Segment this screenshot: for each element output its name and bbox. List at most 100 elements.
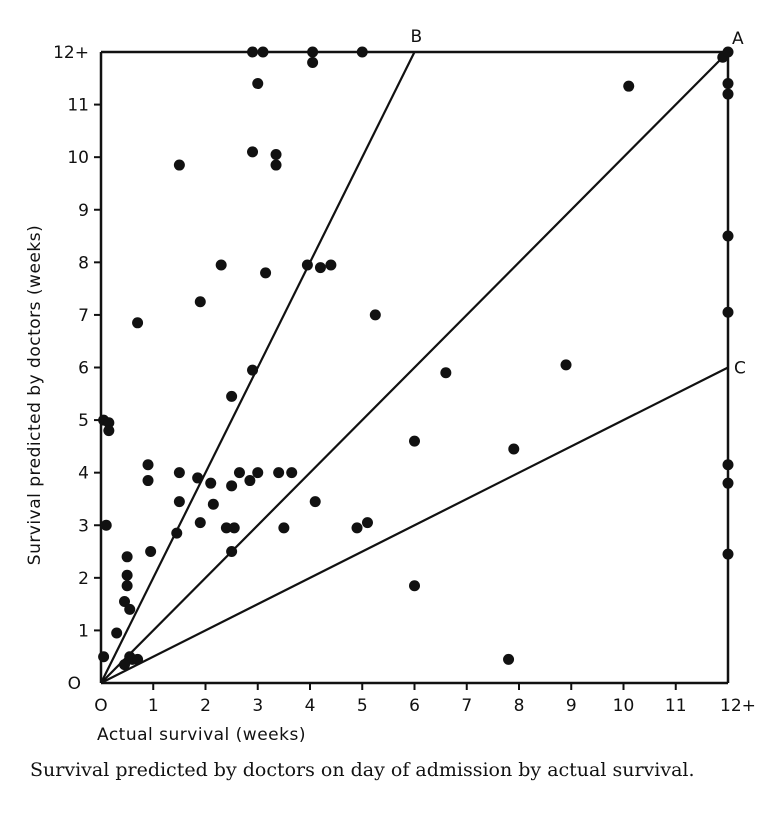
data-point [257,46,269,58]
data-point [722,230,734,242]
data-point [192,472,204,484]
y-tick-label: 1 [78,621,89,641]
data-points [98,46,734,671]
data-point [228,522,240,534]
data-point [409,580,420,592]
data-point [145,546,157,558]
data-point [98,651,110,663]
data-point [369,309,381,321]
data-point [132,653,144,665]
data-point [220,522,232,534]
data-point [121,569,133,581]
data-point [314,262,326,274]
y-tick-label: 4 [78,464,89,484]
data-point [508,443,520,455]
x-axis-title: Actual survival (weeks) [97,725,306,745]
data-point [409,435,420,447]
data-point [722,477,734,489]
reference-line-c [100,366,729,684]
data-point [307,57,319,69]
data-point [722,46,734,58]
data-point [103,417,115,429]
data-point [121,580,133,592]
data-point [247,364,259,376]
x-tick-label: 1 [148,696,159,716]
y-tick-label: 8 [78,253,89,273]
data-point [273,467,285,479]
data-point [124,603,136,615]
data-point [226,390,238,402]
data-point [301,259,313,271]
data-point [286,467,298,479]
data-point [173,159,185,171]
y-tick-label: 7 [78,306,89,326]
data-point [325,259,337,271]
data-point [722,548,734,560]
data-point [226,480,238,492]
data-point [244,475,256,487]
line-label-b: B [411,27,423,47]
data-point [119,659,131,671]
data-point [247,46,259,58]
line-labels: A B C [411,27,746,379]
x-tick-label: 5 [357,696,368,716]
data-point [142,459,154,471]
data-point [132,317,144,329]
data-point [260,267,272,279]
reference-line-b [100,51,416,684]
y-tick-label: 2 [78,569,89,589]
data-point [173,496,185,508]
data-point [173,467,185,479]
y-tick-label: 12+ [53,43,89,63]
data-point [103,425,115,437]
data-point [356,46,368,58]
data-point [278,522,290,534]
data-point [307,46,319,58]
data-point [142,475,154,487]
y-tick-label: 3 [78,516,89,536]
data-point [205,477,217,489]
figure-caption: Survival predicted by doctors on day of … [30,759,695,781]
data-point [233,467,245,479]
data-point [440,367,452,379]
y-tick-label: 9 [78,201,89,221]
x-axis-ticks: O 1 2 3 4 5 6 7 8 9 10 11 12+ [94,683,756,716]
reference-lines [100,51,729,684]
x-tick-label: 4 [305,696,316,716]
x-tick-label: 10 [613,696,635,716]
data-point [722,88,734,100]
y-tick-label: 6 [78,359,89,379]
x-tick-label: 11 [665,696,687,716]
data-point [119,595,131,607]
data-point [722,306,734,318]
data-point [171,527,183,539]
data-point [503,653,515,665]
data-point [194,517,206,529]
data-point [560,359,572,371]
data-point [247,146,259,158]
line-label-a: A [732,29,744,49]
data-point [623,80,635,92]
data-point [207,498,219,510]
data-point [100,519,112,531]
y-tick-label: 11 [67,96,89,116]
data-point [194,296,206,308]
data-point [309,496,321,508]
data-point [252,78,264,90]
data-point [252,467,264,479]
y-axis-title: Survival predicted by doctors (weeks) [25,225,45,565]
data-point [270,159,282,171]
x-tick-label: 6 [409,696,420,716]
data-point [121,551,133,563]
x-tick-label: 2 [200,696,211,716]
y-tick-label: 10 [67,148,89,168]
x-tick-label: 12+ [720,696,756,716]
data-point [111,627,123,639]
line-label-c: C [734,359,746,379]
data-point [270,149,282,161]
x-tick-label: O [94,696,107,716]
y-tick-label: O [68,674,81,694]
data-point [215,259,227,271]
x-tick-label: 3 [252,696,263,716]
